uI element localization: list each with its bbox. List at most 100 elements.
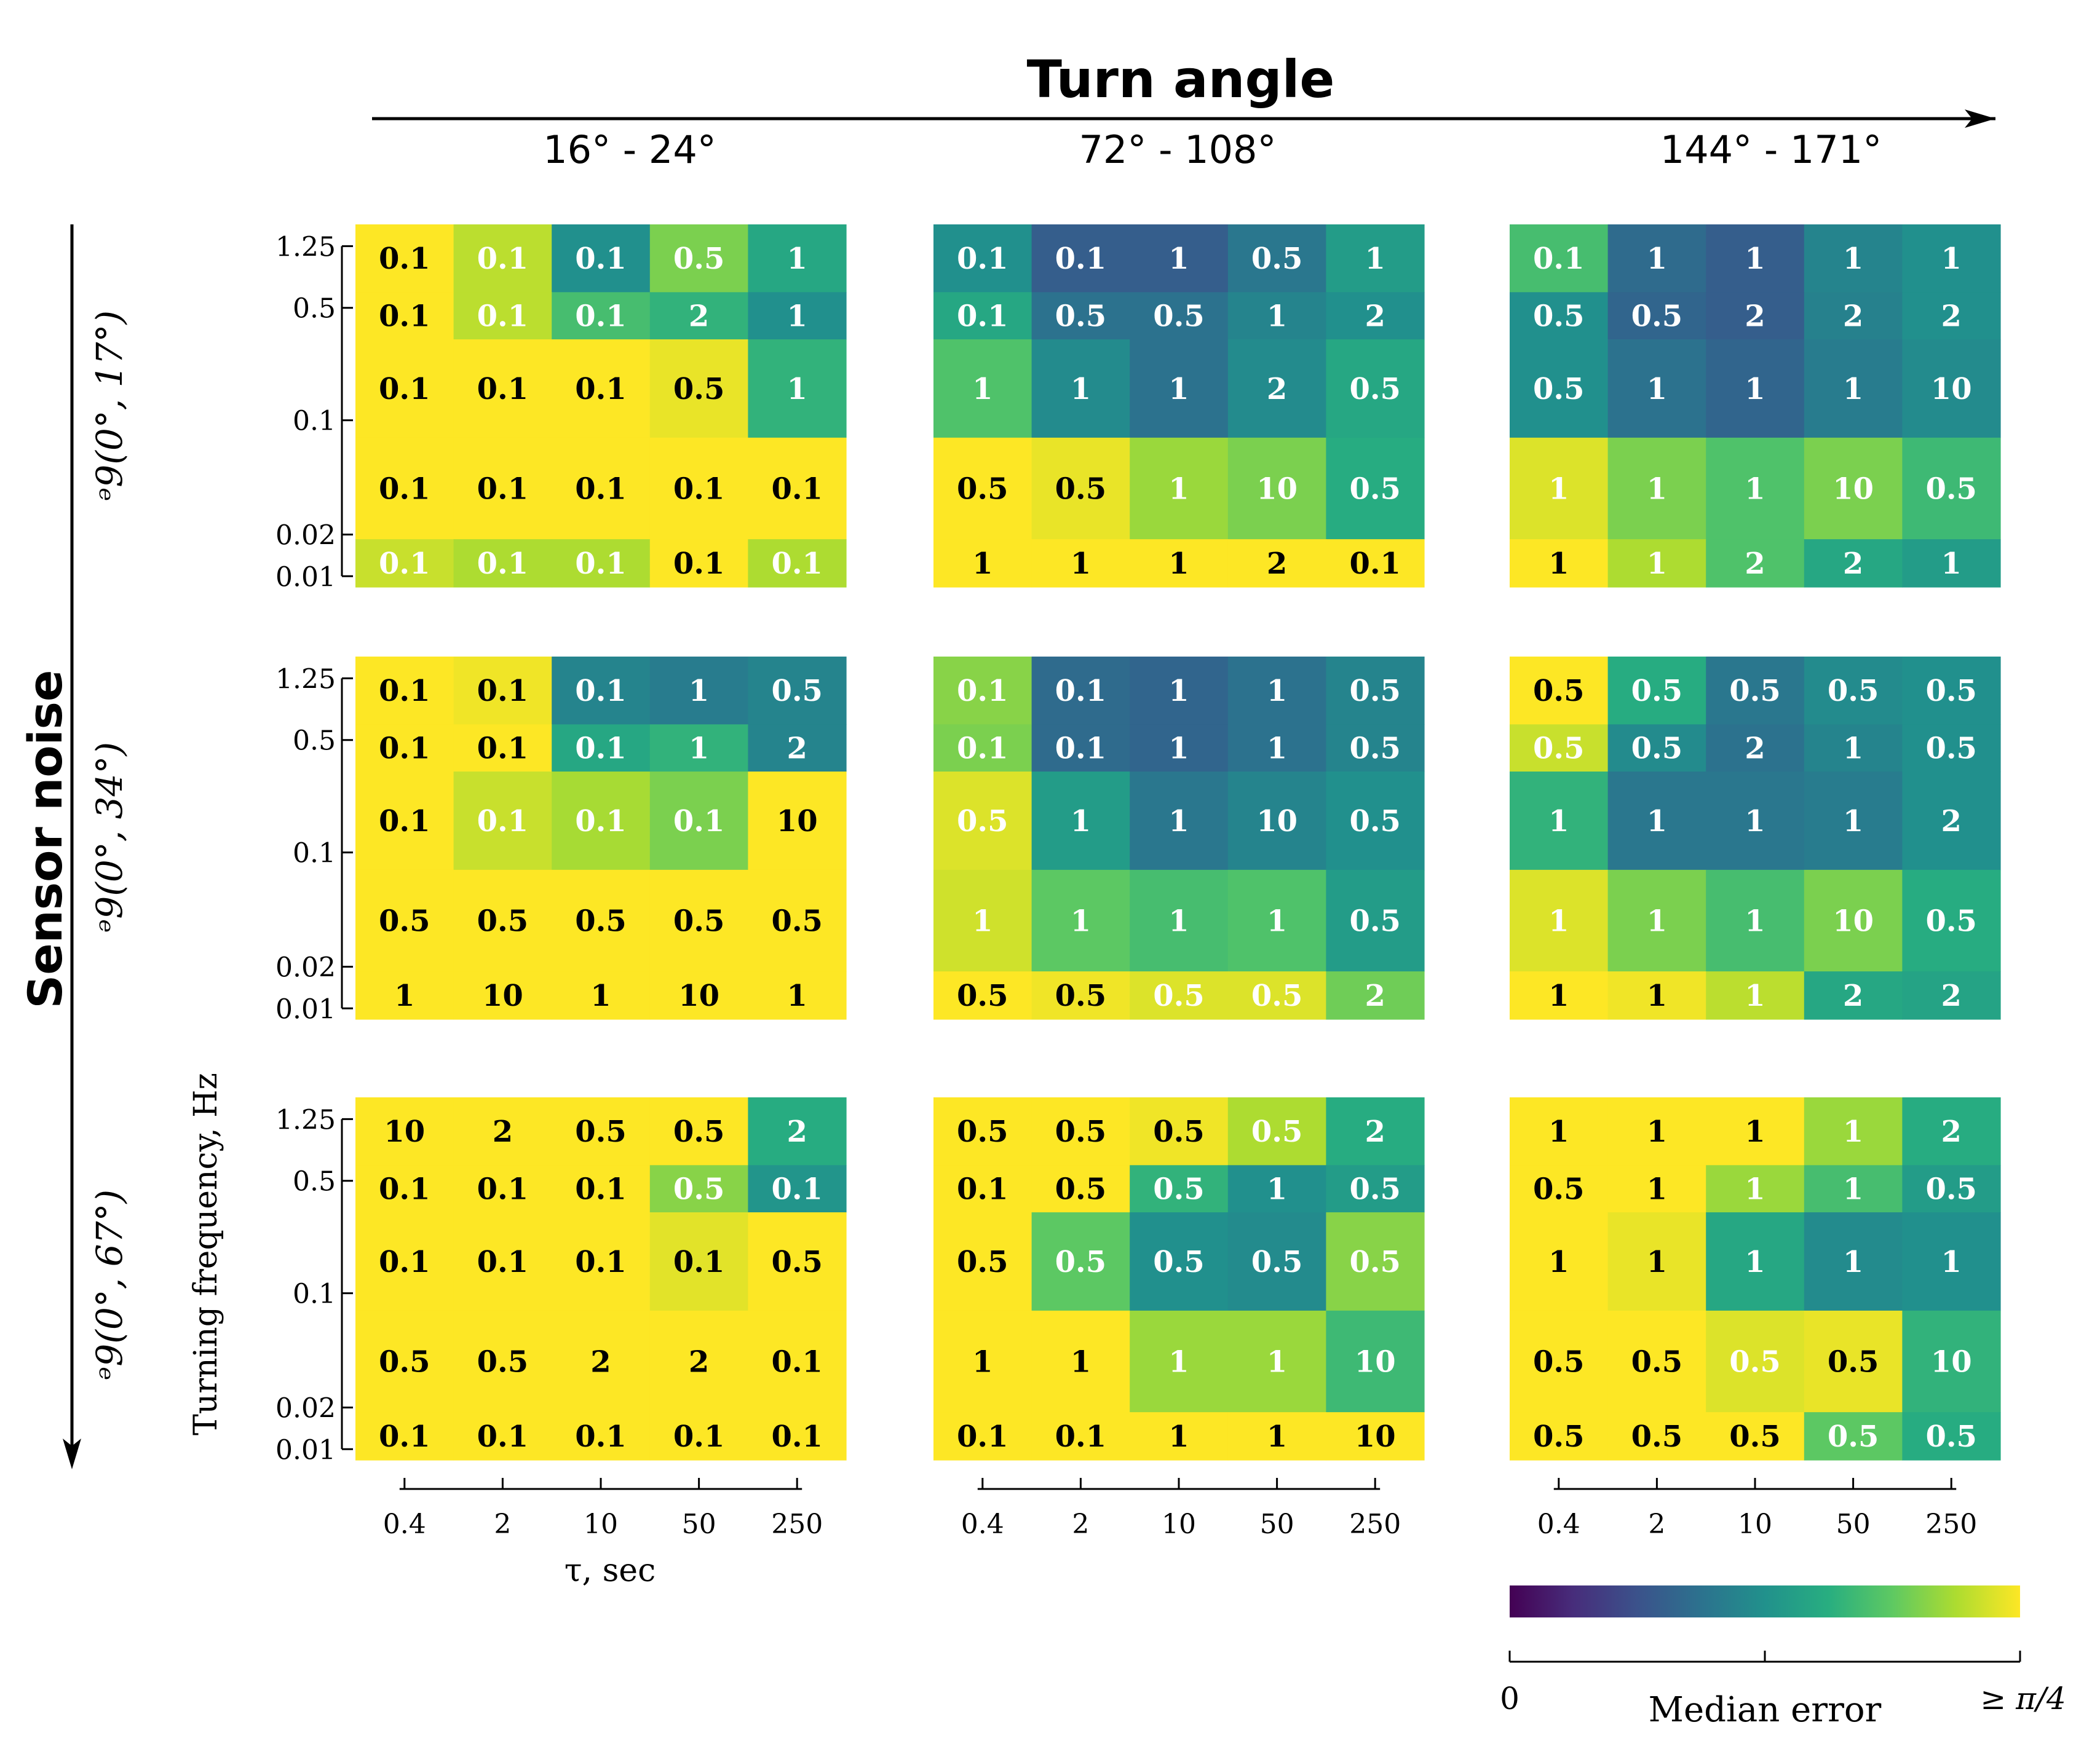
heatmap-cell xyxy=(1607,657,1706,725)
heatmap-cell xyxy=(1326,1412,1425,1461)
heatmap-cell xyxy=(1326,339,1425,438)
heatmap-cell xyxy=(748,869,847,972)
cell-value-label: 0.1 xyxy=(477,1172,529,1207)
cell-value-label: 0.5 xyxy=(957,472,1008,507)
heatmap-cell xyxy=(1706,339,1805,438)
cell-value-label: 1 xyxy=(1843,732,1863,766)
heatmap-cell xyxy=(1510,539,1609,588)
cell-value-label: 1 xyxy=(1168,372,1189,406)
cell-value-label: 0.5 xyxy=(1925,472,1977,507)
heatmap-cell xyxy=(1031,437,1130,540)
heatmap-cell xyxy=(1902,971,2001,1020)
heatmap-cell xyxy=(1902,224,2001,293)
cell-value-label: 2 xyxy=(1365,1115,1385,1149)
cell-value-label: 1 xyxy=(972,372,993,406)
heatmap-cell xyxy=(355,1212,454,1311)
heatmap-cell xyxy=(355,657,454,725)
column-label-1: 16° - 24° xyxy=(543,127,716,172)
heatmap-cell xyxy=(933,437,1032,540)
heatmap-cell xyxy=(1804,437,1903,540)
cell-value-label: 0.5 xyxy=(771,1245,823,1279)
heatmap-cell xyxy=(1706,869,1805,972)
cell-value-label: 1 xyxy=(787,299,807,334)
heatmap-cell xyxy=(1130,437,1229,540)
heatmap-cell xyxy=(748,971,847,1020)
cell-value-label: 1 xyxy=(1647,979,1667,1013)
y-axis-label: Turning frequency, Hz xyxy=(188,1073,224,1435)
cell-value-label: 0.1 xyxy=(1055,674,1107,708)
heatmap-cell xyxy=(748,1412,847,1461)
cell-value-label: 2 xyxy=(1843,547,1863,581)
cell-value-label: 0.1 xyxy=(477,1419,529,1454)
heatmap-cell xyxy=(1902,1412,2001,1461)
cell-value-label: 1 xyxy=(1647,1172,1667,1207)
heatmap-cell xyxy=(1706,772,1805,871)
heatmap-cell xyxy=(1607,224,1706,293)
heatmap-cell xyxy=(1326,292,1425,340)
x-tick-label: 10 xyxy=(1162,1509,1196,1540)
y-tick-label: 1.25 xyxy=(275,1104,336,1135)
cell-value-label: 0.5 xyxy=(673,1172,725,1207)
cell-value-label: 1 xyxy=(590,979,611,1013)
heatmap-cell xyxy=(933,1212,1032,1311)
cell-value-label: 2 xyxy=(493,1115,513,1149)
cell-value-label: 0.5 xyxy=(1631,732,1683,766)
heatmap-cell xyxy=(649,539,748,588)
heatmap-cell xyxy=(933,772,1032,871)
heatmap-cell xyxy=(552,724,651,772)
cell-value-label: 0.1 xyxy=(673,472,725,507)
x-tick-label: 0.4 xyxy=(1537,1509,1580,1540)
heatmap-cell xyxy=(1607,1412,1706,1461)
cell-value-label: 1 xyxy=(1168,904,1189,939)
cell-value-label: 0.5 xyxy=(1533,299,1585,334)
cell-value-label: 1 xyxy=(1168,242,1189,276)
heatmap-cell xyxy=(355,772,454,871)
cell-value-label: 1 xyxy=(1267,1419,1287,1454)
heatmap-cell xyxy=(1031,657,1130,725)
cell-value-label: 1 xyxy=(1267,904,1287,939)
heatmap-cell xyxy=(453,224,552,293)
cell-value-label: 1 xyxy=(1548,979,1569,1013)
cell-value-label: 2 xyxy=(689,1345,709,1380)
heatmap-cell xyxy=(1902,437,2001,540)
heatmap-cell xyxy=(1510,224,1609,293)
turn-angle-arrowhead xyxy=(1965,109,1995,128)
colorbar: 0 Median error ≥ π/4 xyxy=(1500,1585,2066,1730)
heatmap-cell xyxy=(1326,1310,1425,1413)
heatmap-cell xyxy=(1227,1310,1326,1413)
heatmap-cell xyxy=(355,224,454,293)
cell-value-label: 0.5 xyxy=(1055,299,1107,334)
cell-value-label: 0.5 xyxy=(673,1115,725,1149)
cell-value-label: 0.5 xyxy=(379,904,430,939)
cell-value-label: 1 xyxy=(1941,547,1961,581)
heatmap-cell xyxy=(1607,539,1706,588)
x-tick-label: 2 xyxy=(1072,1509,1089,1540)
cell-value-label: 0.5 xyxy=(1631,674,1683,708)
heatmap-cell xyxy=(1902,869,2001,972)
heatmap-cell xyxy=(453,1165,552,1213)
heatmap-cell xyxy=(1607,1212,1706,1311)
heatmap-cell xyxy=(355,971,454,1020)
x-tick-label: 0.4 xyxy=(383,1509,426,1540)
cell-value-label: 2 xyxy=(1365,299,1385,334)
cell-value-label: 2 xyxy=(1843,979,1863,1013)
heatmap-cell xyxy=(1130,1165,1229,1213)
cell-value-label: 2 xyxy=(1941,979,1961,1013)
heatmap-cell xyxy=(1804,224,1903,293)
x-tick-label: 2 xyxy=(1648,1509,1665,1540)
y-tick-label: 0.02 xyxy=(275,1392,336,1424)
cell-value-label: 0.5 xyxy=(1251,1115,1303,1149)
heatmap-cell xyxy=(933,1310,1032,1413)
cell-value-label: 0.1 xyxy=(477,1245,529,1279)
cell-value-label: 1 xyxy=(1071,547,1091,581)
cell-value-label: 1 xyxy=(1267,1172,1287,1207)
heatmap-cell xyxy=(748,437,847,540)
heatmap-cell xyxy=(1227,1165,1326,1213)
heatmap-cell xyxy=(1326,971,1425,1020)
cell-value-label: 0.5 xyxy=(1055,1245,1107,1279)
heatmap-cell xyxy=(1902,1212,2001,1311)
cell-value-label: 0.5 xyxy=(1055,979,1107,1013)
heatmap-cell xyxy=(1130,539,1229,588)
cell-value-label: 10 xyxy=(1833,904,1874,939)
heatmap-cell xyxy=(649,339,748,438)
